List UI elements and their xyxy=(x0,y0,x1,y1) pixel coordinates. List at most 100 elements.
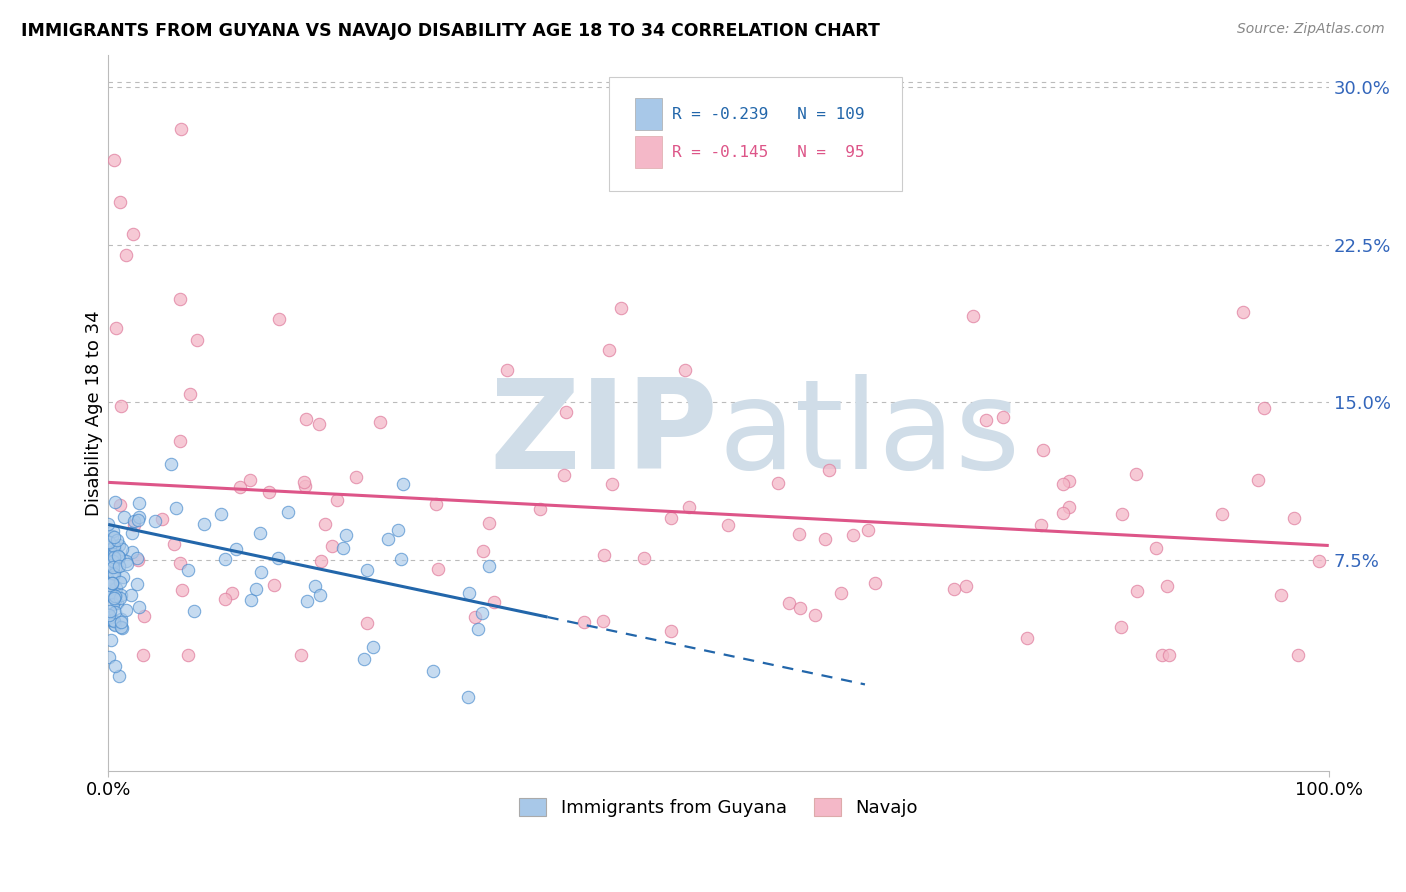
Point xyxy=(778,596,800,610)
Point xyxy=(104,587,127,601)
Point xyxy=(104,560,127,574)
Point xyxy=(991,410,1014,425)
Point xyxy=(553,467,575,482)
Point xyxy=(335,528,357,542)
Text: atlas: atlas xyxy=(718,374,1021,495)
Point xyxy=(228,480,250,494)
FancyBboxPatch shape xyxy=(609,77,901,191)
Point xyxy=(209,508,232,522)
Point xyxy=(377,532,399,546)
Point xyxy=(633,551,655,566)
Point xyxy=(600,477,623,491)
Point xyxy=(104,495,127,509)
Point xyxy=(97,611,120,625)
Point xyxy=(103,547,125,561)
Point xyxy=(974,413,997,427)
Point xyxy=(239,473,262,487)
Point xyxy=(962,309,984,323)
Point xyxy=(529,502,551,516)
Point xyxy=(103,544,125,558)
Point xyxy=(245,582,267,596)
Point xyxy=(163,537,186,551)
Point xyxy=(100,528,122,542)
Point xyxy=(128,600,150,615)
Point xyxy=(111,621,134,635)
Point xyxy=(107,549,129,564)
Point xyxy=(108,669,131,683)
Point xyxy=(787,527,810,541)
Point xyxy=(121,227,143,241)
Point xyxy=(294,479,316,493)
Point xyxy=(101,553,124,567)
Point xyxy=(125,576,148,591)
Point xyxy=(464,609,486,624)
Point xyxy=(292,475,315,489)
Point xyxy=(122,517,145,532)
Point xyxy=(250,565,273,579)
Point xyxy=(108,538,131,552)
Point xyxy=(128,496,150,510)
Point xyxy=(110,620,132,634)
Point xyxy=(1270,588,1292,602)
Point xyxy=(593,548,616,562)
Point xyxy=(97,558,120,573)
Point xyxy=(101,566,124,580)
Bar xyxy=(636,98,662,130)
Point xyxy=(100,582,122,597)
Point xyxy=(1125,583,1147,598)
Point xyxy=(108,574,131,589)
Point xyxy=(472,543,495,558)
Point xyxy=(1286,648,1309,662)
Point xyxy=(127,513,149,527)
Point xyxy=(110,591,132,606)
Point xyxy=(105,533,128,547)
Point xyxy=(266,551,288,566)
Point xyxy=(555,405,578,419)
Point xyxy=(1052,477,1074,491)
Point xyxy=(159,457,181,471)
Point xyxy=(107,549,129,564)
Point xyxy=(943,582,966,596)
Point xyxy=(105,596,128,610)
Point xyxy=(458,586,481,600)
Point xyxy=(101,558,124,572)
Point xyxy=(361,640,384,654)
Point xyxy=(257,485,280,500)
Point xyxy=(478,516,501,530)
Point xyxy=(426,561,449,575)
Point xyxy=(97,516,120,531)
Point xyxy=(169,557,191,571)
Point xyxy=(1246,473,1268,487)
Point xyxy=(128,510,150,524)
Point xyxy=(368,415,391,429)
Point xyxy=(103,559,125,574)
Point xyxy=(145,514,167,528)
Point xyxy=(104,544,127,558)
Point xyxy=(1029,517,1052,532)
Point xyxy=(1282,511,1305,525)
Point xyxy=(598,343,620,357)
Point xyxy=(856,523,879,537)
Point xyxy=(183,604,205,618)
Point xyxy=(115,553,138,567)
Point xyxy=(104,321,127,335)
Point xyxy=(321,539,343,553)
Text: ZIP: ZIP xyxy=(489,374,718,495)
Point xyxy=(387,523,409,537)
Text: R = -0.239   N = 109: R = -0.239 N = 109 xyxy=(672,107,865,122)
Point xyxy=(818,462,841,476)
Point xyxy=(104,658,127,673)
Point xyxy=(1211,507,1233,521)
Point xyxy=(344,470,367,484)
Bar xyxy=(636,136,662,169)
Text: IMMIGRANTS FROM GUYANA VS NAVAJO DISABILITY AGE 18 TO 34 CORRELATION CHART: IMMIGRANTS FROM GUYANA VS NAVAJO DISABIL… xyxy=(21,22,880,40)
Point xyxy=(98,535,121,549)
Point xyxy=(100,542,122,557)
Point xyxy=(297,594,319,608)
Point xyxy=(841,528,863,542)
Point xyxy=(104,618,127,632)
Point xyxy=(115,603,138,617)
Point xyxy=(1253,401,1275,415)
Point xyxy=(477,558,499,573)
Point xyxy=(717,518,740,533)
